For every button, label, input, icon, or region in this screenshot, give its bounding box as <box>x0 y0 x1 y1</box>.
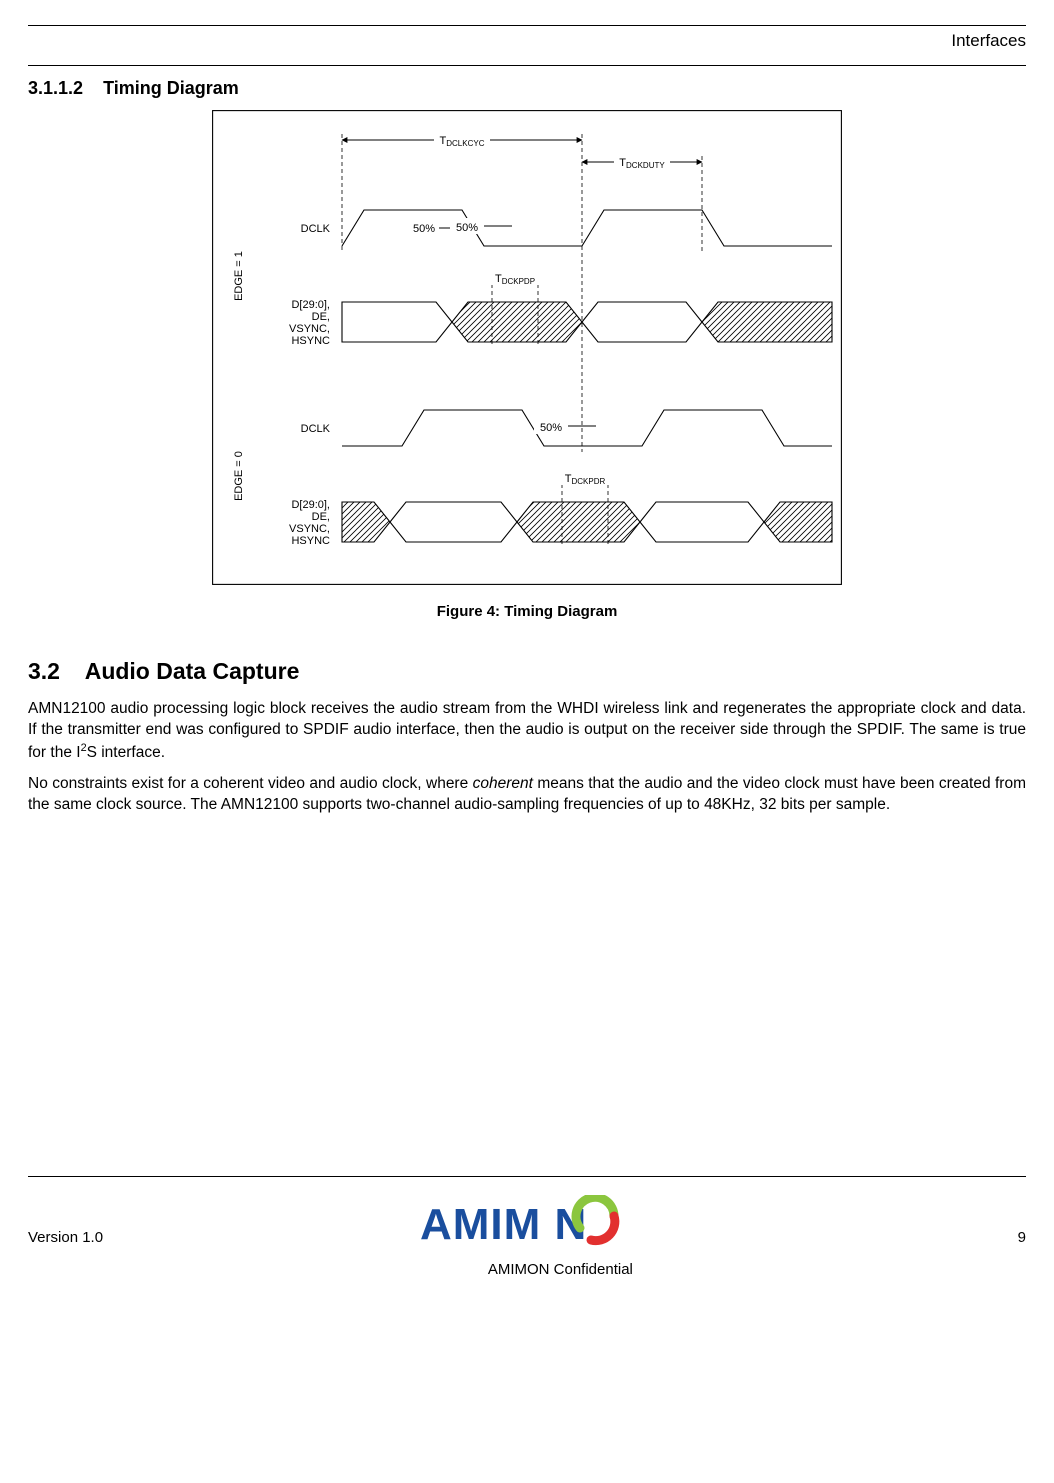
p1-text-b: S interface. <box>87 744 165 761</box>
subsection-title: Timing Diagram <box>103 78 239 98</box>
svg-text:D[29:0],: D[29:0], <box>291 499 330 511</box>
p2-italic: coherent <box>473 775 533 792</box>
svg-text:VSYNC,: VSYNC, <box>289 523 330 535</box>
section-title: Audio Data Capture <box>85 658 300 684</box>
svg-text:EDGE = 1: EDGE = 1 <box>233 251 245 301</box>
svg-text:DE,: DE, <box>312 311 330 323</box>
svg-text:DCLK: DCLK <box>301 423 331 435</box>
section-number: 3.2 <box>28 658 60 684</box>
svg-text:50%: 50% <box>540 422 562 434</box>
paragraph-2: No constraints exist for a coherent vide… <box>28 774 1026 816</box>
svg-text:AMIM N: AMIM N <box>420 1200 587 1249</box>
timing-svg: TDCLKCYCTDCKDUTYTDCKPDPTDCKPDR50%50%50%D… <box>212 110 842 585</box>
p1-text-a: AMN12100 audio processing logic block re… <box>28 700 1026 761</box>
footer-logo: AMIM N AMIMON Confidential <box>103 1195 1018 1280</box>
svg-text:50%: 50% <box>456 222 478 234</box>
svg-text:DE,: DE, <box>312 511 330 523</box>
p2-text-a: No constraints exist for a coherent vide… <box>28 775 473 792</box>
subsection-heading: 3.1.1.2 Timing Diagram <box>28 76 1026 100</box>
header-chapter: Interfaces <box>28 26 1026 61</box>
svg-text:DCLK: DCLK <box>301 223 331 235</box>
footer: Version 1.0 AMIM N AMIMON Confidential 9 <box>28 1176 1026 1286</box>
svg-text:EDGE = 0: EDGE = 0 <box>233 451 245 501</box>
footer-version: Version 1.0 <box>28 1228 103 1248</box>
footer-rule <box>28 1176 1026 1177</box>
svg-text:HSYNC: HSYNC <box>291 335 330 347</box>
svg-text:HSYNC: HSYNC <box>291 535 330 547</box>
svg-text:VSYNC,: VSYNC, <box>289 323 330 335</box>
section-heading: 3.2 Audio Data Capture <box>28 656 1026 687</box>
header-rule <box>28 65 1026 66</box>
top-rule <box>28 8 1026 26</box>
svg-text:D[29:0],: D[29:0], <box>291 299 330 311</box>
subsection-number: 3.1.1.2 <box>28 78 83 98</box>
footer-confidential: AMIMON Confidential <box>103 1260 1018 1280</box>
figure-timing-diagram: TDCLKCYCTDCKDUTYTDCKPDPTDCKPDR50%50%50%D… <box>28 110 1026 622</box>
figure-caption: Figure 4: Timing Diagram <box>28 602 1026 622</box>
svg-text:50%: 50% <box>413 223 435 235</box>
paragraph-1: AMN12100 audio processing logic block re… <box>28 699 1026 764</box>
footer-page-number: 9 <box>1018 1228 1026 1248</box>
